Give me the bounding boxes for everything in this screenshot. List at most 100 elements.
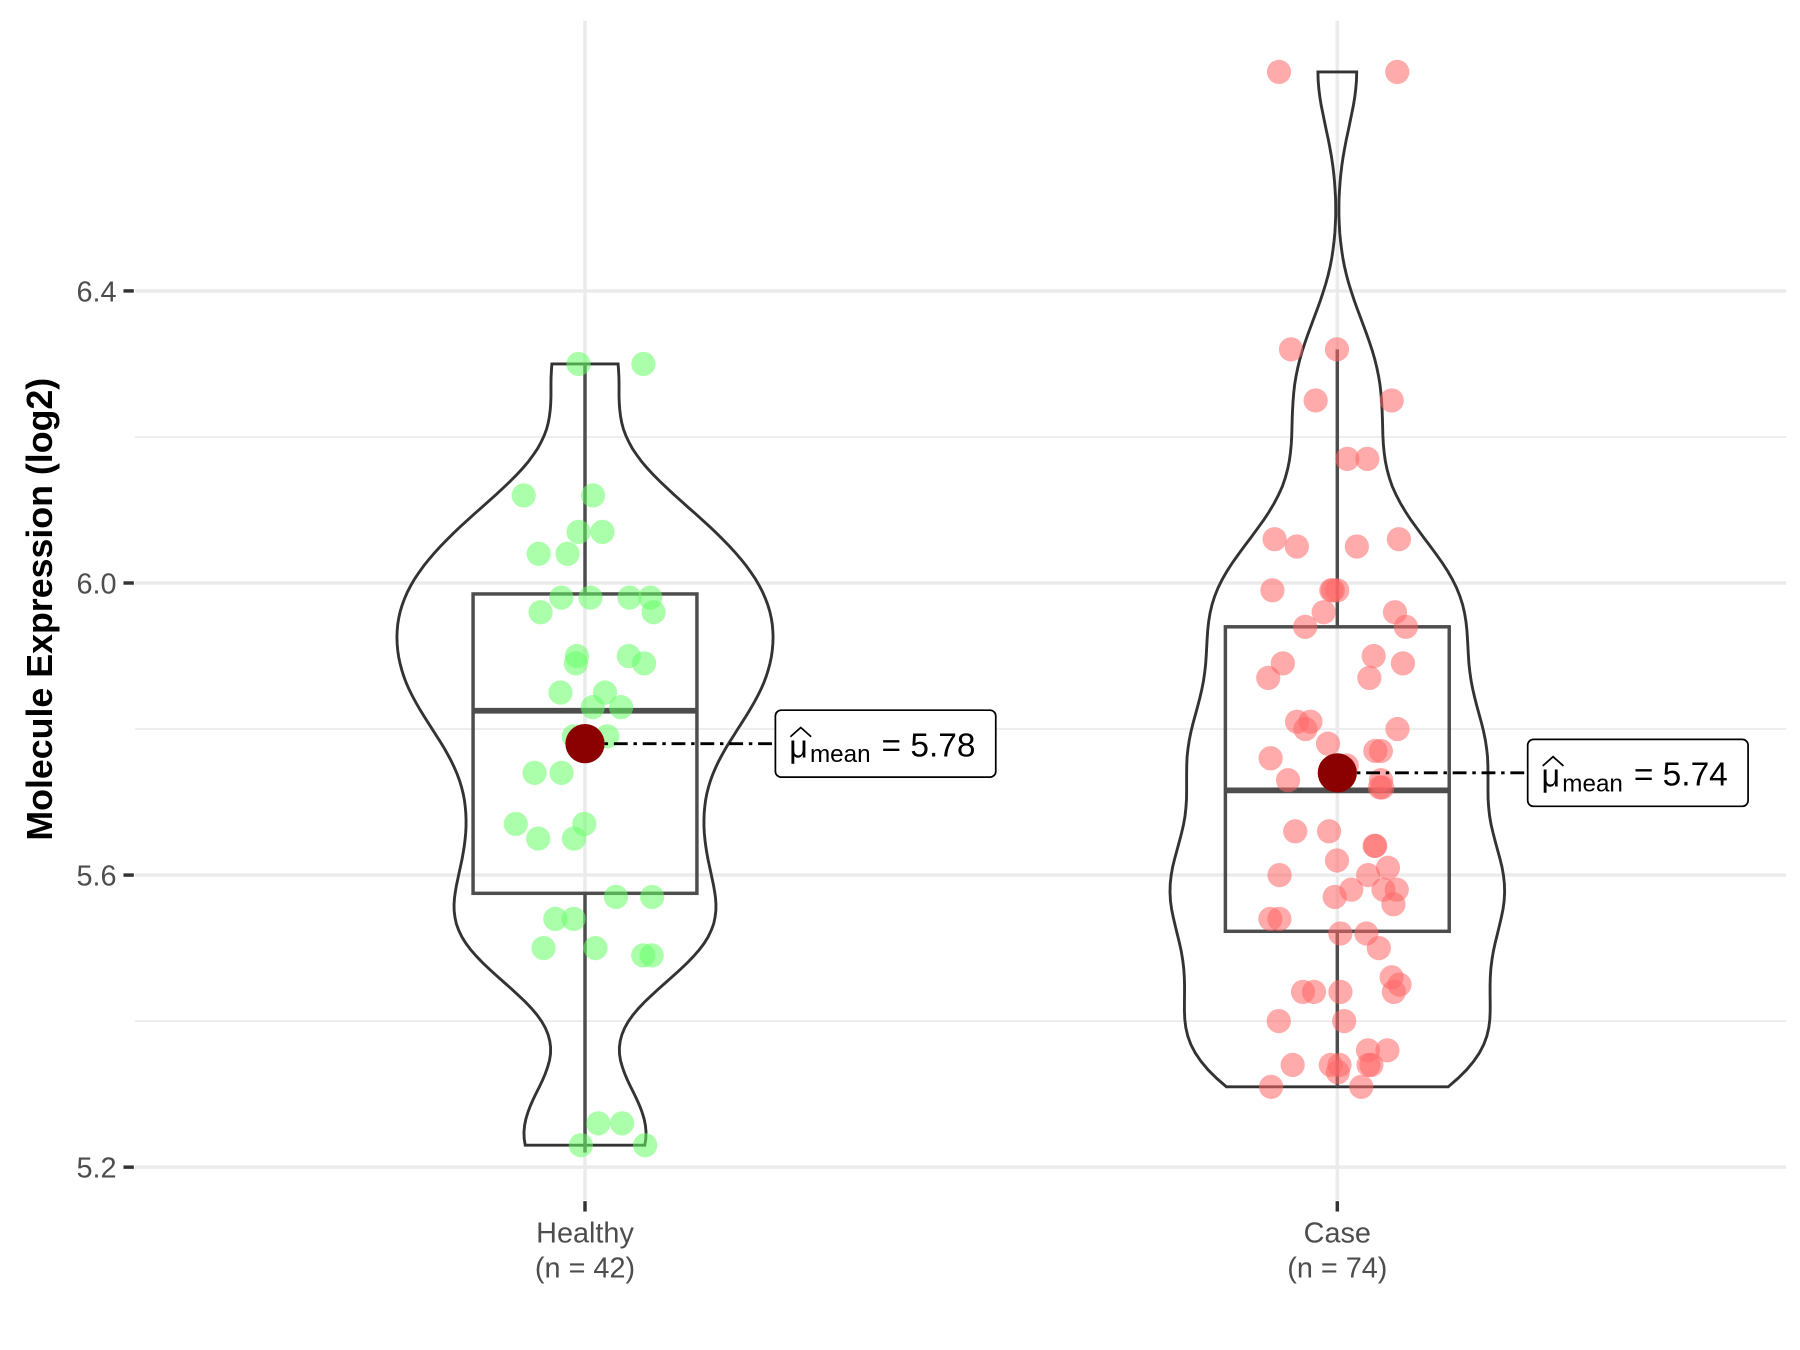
mean-mu-symbol: μ [1542, 758, 1561, 794]
x-tick-label: Healthy [536, 1218, 634, 1250]
group-case: μ mean = 5.74 [1168, 59, 1749, 1099]
mean-mu-symbol: μ [789, 728, 808, 764]
data-point [1385, 716, 1410, 742]
data-point [526, 826, 551, 851]
data-point [1258, 746, 1283, 771]
data-point [1262, 527, 1287, 552]
data-point [549, 585, 574, 610]
data-point [1381, 979, 1406, 1005]
data-point [1316, 819, 1342, 844]
data-point [531, 935, 556, 961]
data-point [1256, 665, 1281, 691]
data-point [561, 826, 587, 851]
data-point [1386, 527, 1412, 552]
data-point [522, 760, 547, 785]
data-point [566, 519, 591, 545]
data-point [503, 811, 528, 837]
data-point [1375, 855, 1401, 880]
data-point [526, 541, 551, 566]
data-point [1266, 59, 1292, 84]
data-point [1362, 833, 1387, 858]
data-point [1344, 534, 1369, 559]
data-point [1284, 534, 1310, 559]
grid [135, 20, 1787, 1200]
data-point [586, 1111, 611, 1136]
data-point [1379, 388, 1404, 413]
data-point [610, 1111, 635, 1136]
data-point [548, 680, 573, 705]
data-point [608, 695, 634, 720]
data-point [1363, 738, 1388, 764]
data-point [1381, 892, 1406, 917]
data-point [1258, 1074, 1284, 1099]
y-tick-label: 6.0 [76, 568, 116, 600]
mean-label-box [774, 709, 997, 778]
data-point [1311, 600, 1336, 625]
data-point [1303, 388, 1328, 413]
data-point [1267, 862, 1292, 888]
data-point [1283, 819, 1308, 844]
data-point [1361, 643, 1386, 669]
data-point [1267, 906, 1292, 931]
data-point [1370, 775, 1395, 800]
y-axis-title: Molecule Expression (log2) [20, 378, 60, 841]
y-tick-label: 5.2 [76, 1153, 116, 1185]
data-point [563, 651, 589, 676]
y-axis: 5.2 5.6 6.0 6.4 [76, 276, 134, 1185]
data-point [1293, 614, 1318, 639]
mean-hat-icon [1542, 755, 1565, 767]
violin-outline [1168, 70, 1507, 1089]
data-point [1366, 935, 1391, 961]
mean-point [1317, 753, 1357, 793]
data-point [1328, 921, 1353, 946]
data-point [549, 760, 574, 785]
data-point [1260, 578, 1285, 603]
data-point [617, 585, 642, 610]
data-point [583, 935, 608, 961]
data-point [1355, 1038, 1381, 1063]
data-point [566, 351, 591, 377]
data-point [1335, 446, 1360, 471]
data-point [640, 884, 665, 910]
data-point [543, 906, 568, 931]
group-healthy: μ mean = 5.78 [395, 351, 997, 1158]
data-point [631, 651, 657, 676]
groups: μ mean = 5.78μ mean = 5.74 [395, 59, 1749, 1158]
data-point [1375, 1038, 1400, 1063]
data-point [1385, 59, 1410, 84]
y-tick-label: 6.4 [76, 276, 116, 308]
mean-subscript: mean [1562, 770, 1623, 797]
mean-value-label: = 5.74 [1634, 757, 1728, 794]
violin-outline [395, 362, 775, 1147]
data-point [1278, 337, 1304, 362]
data-point [580, 695, 605, 720]
data-point [1355, 446, 1380, 471]
data-point [631, 943, 656, 968]
mean-hat-icon [789, 726, 812, 738]
data-point [1332, 1008, 1357, 1034]
data-point [603, 884, 629, 910]
data-point [641, 600, 666, 625]
data-point [1293, 716, 1318, 742]
data-point [578, 585, 603, 610]
data-point [590, 519, 615, 545]
mean-point [565, 724, 605, 764]
data-point [1280, 1052, 1305, 1078]
data-point [1324, 848, 1350, 873]
x-tick-n-label: (n = 74) [1287, 1252, 1387, 1284]
data-point [555, 541, 580, 566]
data-point [1275, 768, 1301, 793]
data-point [1322, 884, 1347, 910]
data-point [561, 906, 586, 931]
data-point [1357, 665, 1382, 691]
data-point [1301, 979, 1327, 1005]
mean-subscript: mean [810, 741, 871, 768]
data-point [1393, 614, 1418, 639]
data-point [1390, 651, 1416, 676]
data-point [528, 600, 553, 625]
data-point [631, 351, 656, 377]
data-point [511, 483, 536, 508]
data-point [1315, 731, 1341, 756]
